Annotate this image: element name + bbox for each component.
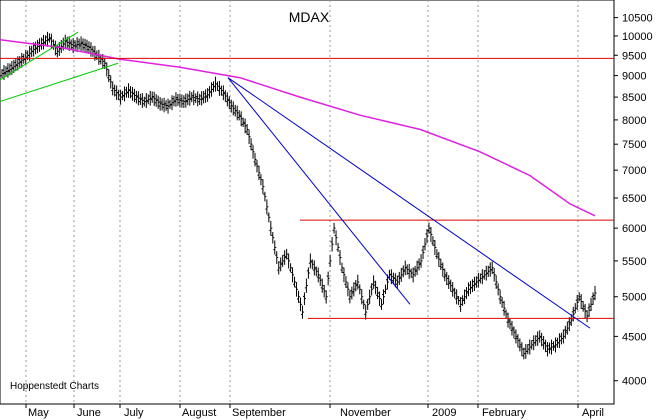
y-tick-label: 7500: [622, 139, 646, 151]
downtrend-line: [227, 77, 411, 305]
y-tick-label: 6000: [622, 223, 646, 235]
y-tick-label: 10000: [622, 31, 653, 43]
x-tick-label: 2009: [432, 407, 456, 419]
x-tick-label: June: [77, 407, 101, 419]
y-tick-label: 10500: [622, 13, 653, 25]
uptrend-line: [0, 62, 119, 103]
y-tick-label: 4500: [622, 331, 646, 343]
y-tick-label: 8500: [622, 92, 646, 104]
chart-title: MDAX: [289, 9, 330, 25]
y-tick-label: 7000: [622, 165, 646, 177]
chart-credit: Hoppenstedt Charts: [10, 381, 99, 392]
x-tick-label: August: [182, 407, 216, 419]
x-tick-label: September: [232, 407, 286, 419]
uptrend-line: [0, 31, 79, 81]
x-tick-label: February: [482, 407, 527, 419]
moving-average-line: [0, 38, 596, 217]
axis-layer: May June July August September November 2009 Fe…: [25, 13, 653, 419]
y-tick-label: 5500: [622, 256, 646, 268]
grid-layer: [25, 0, 579, 404]
y-tick-label: 9000: [622, 71, 646, 83]
x-tick-label: November: [340, 407, 391, 419]
y-tick-label: 8000: [622, 115, 646, 127]
series-layer: [0, 31, 597, 360]
y-tick-label: 9500: [622, 50, 646, 62]
x-tick-label: May: [28, 407, 49, 419]
y-tick-label: 6500: [622, 193, 646, 205]
overlay-layer: [0, 31, 614, 329]
y-tick-label: 5000: [622, 292, 646, 304]
x-tick-label: April: [582, 407, 604, 419]
y-tick-label: 4000: [622, 376, 646, 388]
x-tick-label: July: [124, 407, 144, 419]
downtrend-line: [227, 77, 591, 329]
